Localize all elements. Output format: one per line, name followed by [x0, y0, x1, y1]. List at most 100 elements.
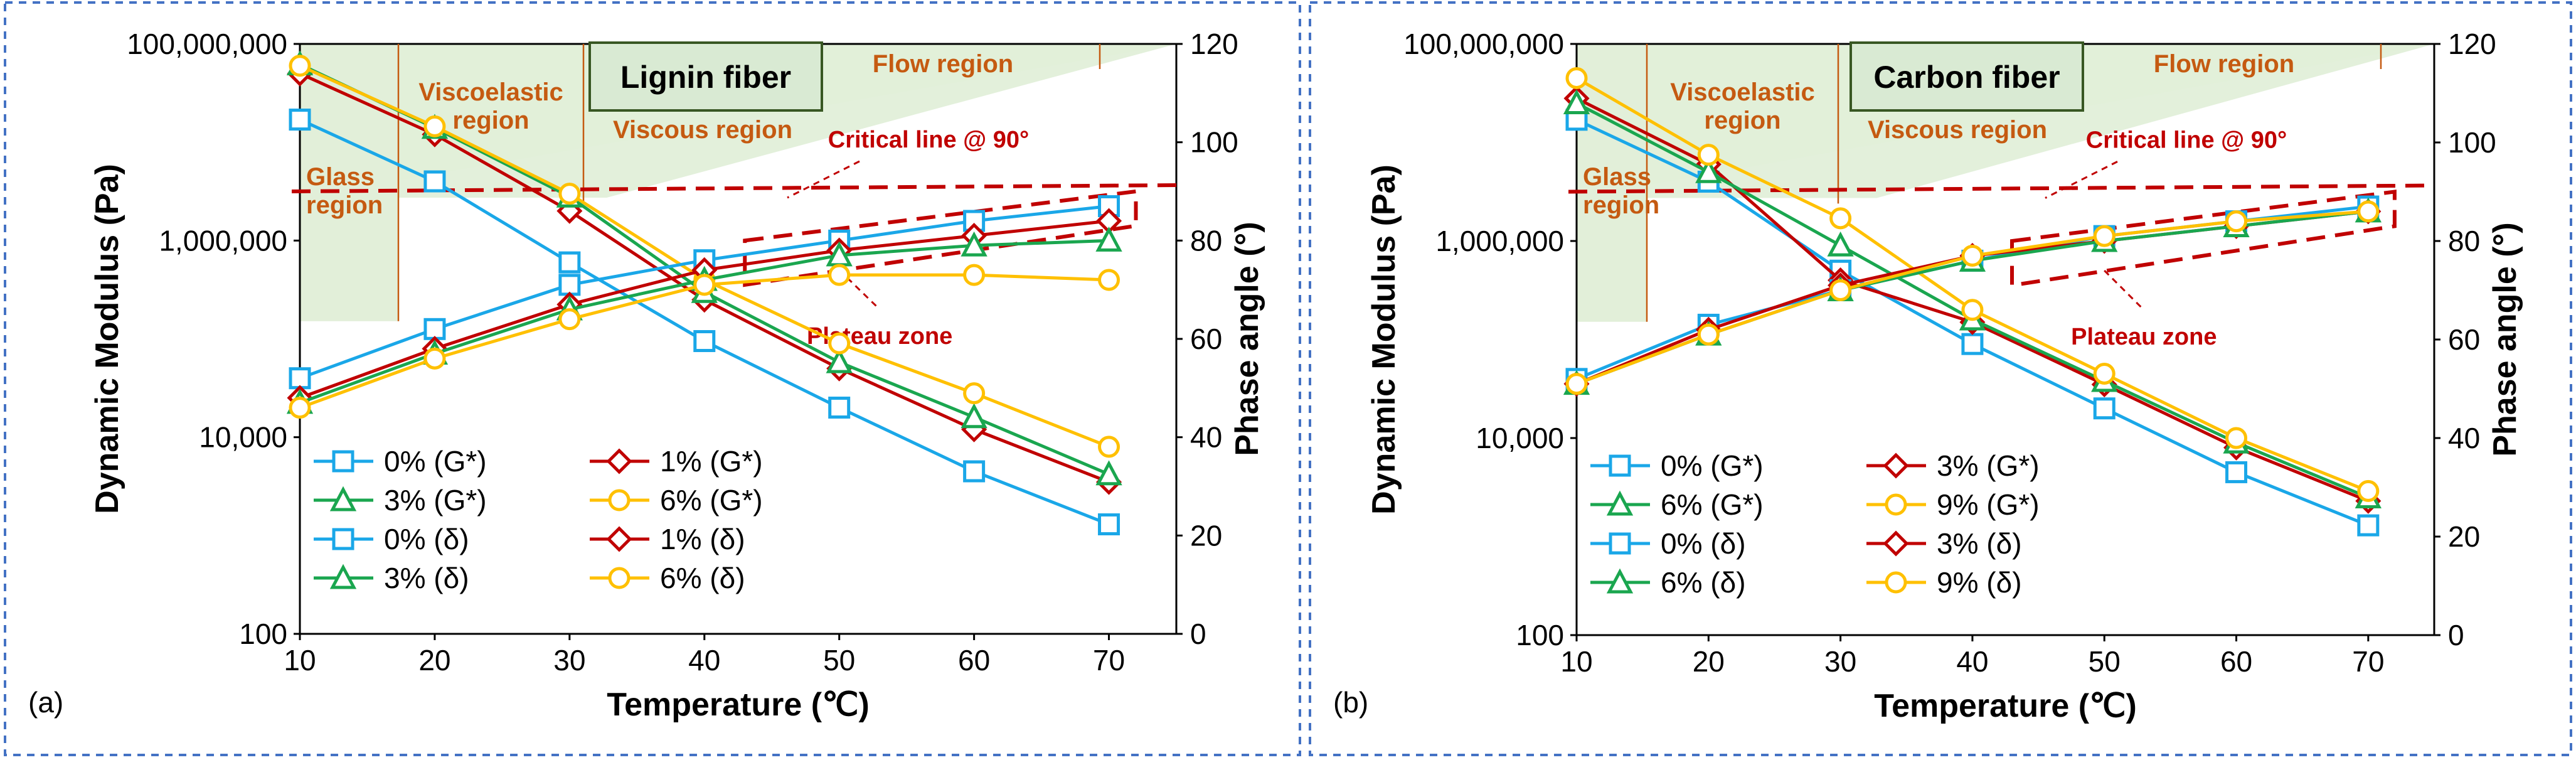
legend-item: 9% (G*) — [1866, 488, 2040, 521]
x-tick-label: 30 — [1824, 645, 1856, 678]
data-point-0-g — [1098, 513, 1120, 535]
data-point-9 — [1961, 245, 1984, 267]
region-label-viscoelastic: Viscoelastic — [418, 78, 563, 106]
y-right-tick-label: 80 — [2448, 225, 2480, 257]
shaded-glass-region — [1577, 44, 1647, 322]
y-left-tick-label: 100,000,000 — [127, 28, 287, 60]
shaded-glass-region — [300, 44, 398, 321]
data-point-9-g — [1961, 299, 1984, 321]
legend-label: 3% (δ) — [1937, 527, 2022, 560]
legend-marker — [1606, 490, 1634, 516]
legend-item: 0% (G*) — [1590, 449, 1764, 482]
y-right-tick-label: 0 — [1190, 618, 1206, 650]
legend-marker — [1609, 532, 1631, 555]
data-point-6 — [693, 274, 716, 296]
data-point-6-g — [1827, 231, 1854, 257]
x-tick-label: 70 — [1093, 644, 1125, 677]
critical-line-label: Critical line @ 90° — [2086, 127, 2287, 154]
x-tick-label: 60 — [2220, 645, 2252, 678]
legend-label: 1% (δ) — [660, 523, 745, 555]
series-line-6 — [1576, 210, 2369, 385]
legend-label: 6% (δ) — [660, 562, 745, 594]
legend-marker — [606, 526, 632, 552]
x-tick-label: 70 — [2352, 645, 2384, 678]
legend-label: 6% (G*) — [1661, 488, 1764, 521]
region-label-flow: Flow region — [873, 50, 1013, 78]
chart-svg: Carbon fiberGlassregionViscoelasticregio… — [1309, 1, 2572, 756]
plateau-zone-box — [743, 189, 1138, 287]
legend-label: 3% (G*) — [1937, 449, 2040, 482]
data-point-6 — [558, 308, 581, 331]
x-tick-label: 20 — [418, 644, 450, 677]
data-point-9-g — [2225, 427, 2248, 449]
series-line-9 — [1576, 210, 2369, 385]
panel-frame — [4, 1, 1301, 756]
data-point-6-g — [423, 115, 446, 137]
legend-marker — [1606, 568, 1634, 594]
series-line-3 — [1576, 210, 2369, 385]
y-right-tick-label: 100 — [2448, 126, 2496, 159]
y-left-tick-label: 1,000,000 — [159, 224, 287, 257]
data-point-0-g — [423, 170, 446, 193]
data-point-0 — [423, 318, 446, 340]
data-point-6 — [828, 264, 851, 286]
x-tick-label: 50 — [823, 644, 855, 677]
y-right-axis-title: Phase angle (°) — [2487, 222, 2523, 456]
region-label-glass: region — [306, 191, 383, 219]
legend-marker — [608, 567, 631, 589]
data-point-9 — [2093, 225, 2116, 247]
chart-svg: Lignin fiberGlassregionViscoelasticregio… — [4, 1, 1301, 756]
y-left-tick-label: 100,000,000 — [1403, 28, 1564, 60]
critical-line-arrow — [787, 160, 860, 199]
y-right-tick-label: 20 — [2448, 520, 2480, 553]
region-label-flow: Flow region — [2154, 50, 2294, 78]
data-point-9 — [1697, 323, 1720, 346]
region-label-viscous: Viscous region — [613, 116, 792, 144]
legend-item: 1% (δ) — [590, 523, 745, 555]
x-tick-label: 10 — [284, 644, 316, 677]
legend-marker — [332, 528, 354, 550]
data-point-6-g — [1098, 436, 1120, 458]
legend-label: 9% (δ) — [1937, 566, 2022, 599]
data-point-0-g — [693, 329, 716, 352]
legend-marker — [1883, 530, 1909, 557]
legend-label: 0% (δ) — [1661, 527, 1746, 560]
data-point-9 — [2225, 210, 2248, 233]
legend-marker — [329, 564, 357, 589]
data-point-0-g — [1961, 333, 1984, 355]
data-point-0-g — [2093, 397, 2116, 420]
plateau-zone-label: Plateau zone — [2071, 324, 2217, 350]
y-left-tick-label: 10,000 — [199, 421, 287, 454]
legend-item: 1% (G*) — [590, 445, 763, 478]
y-left-tick-label: 100 — [1516, 619, 1564, 651]
legend-marker — [1609, 454, 1631, 477]
data-point-6-g — [828, 332, 851, 355]
x-axis-title: Temperature (℃) — [1874, 688, 2137, 724]
data-point-6 — [1098, 269, 1120, 291]
chart-panel-carbon: Carbon fiber Glass region Viscoelastic regio… — [1305, 0, 2576, 760]
data-point-0-g — [558, 251, 581, 274]
legend-marker — [1885, 493, 1907, 516]
y-right-tick-label: 0 — [2448, 619, 2464, 651]
plateau-zone-box — [2010, 190, 2397, 288]
legend-label: 0% (G*) — [1661, 449, 1764, 482]
panel-frame — [1309, 1, 2572, 756]
legend-item: 0% (G*) — [314, 445, 487, 478]
y-right-axis-title: Phase angle (°) — [1229, 222, 1265, 456]
data-point-0-g — [2357, 514, 2380, 537]
data-point-0 — [558, 274, 581, 296]
x-tick-label: 40 — [688, 644, 720, 677]
region-label-viscous: Viscous region — [1868, 116, 2047, 144]
y-right-tick-label: 100 — [1190, 126, 1238, 159]
x-tick-label: 10 — [1560, 645, 1592, 678]
data-point-0-g — [289, 109, 311, 131]
legend-item: 6% (G*) — [1590, 488, 1764, 521]
fiber-label-box — [588, 41, 823, 112]
legend-item: 3% (δ) — [314, 562, 469, 594]
x-tick-label: 50 — [2089, 645, 2121, 678]
data-point-6-g — [558, 183, 581, 205]
y-left-tick-label: 100 — [239, 618, 287, 650]
data-point-3-g — [1095, 460, 1122, 486]
data-point-9-g — [2093, 362, 2116, 385]
x-tick-label: 60 — [958, 644, 990, 677]
